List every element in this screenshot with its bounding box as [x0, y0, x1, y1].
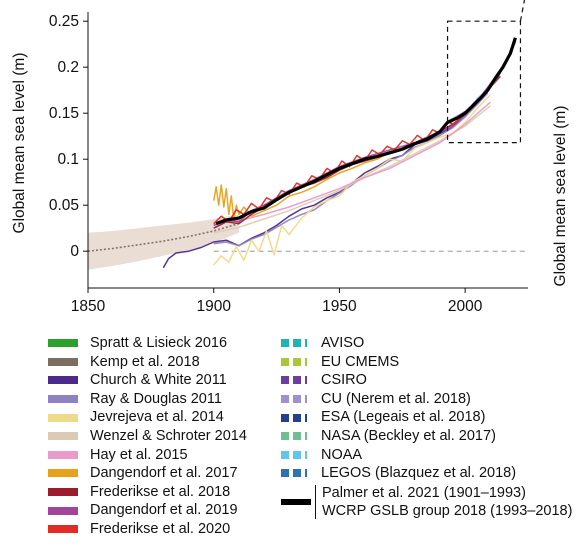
- legend-label: CSIRO: [321, 372, 367, 389]
- legend-item-eu-cmems: EU CMEMS: [281, 353, 572, 372]
- series-line-hay-et-al-2015: [213, 101, 491, 225]
- inset-box-layer: [446, 0, 526, 144]
- band-kemp-et-al-2018: [88, 214, 239, 270]
- legend-swatch: [48, 339, 78, 348]
- legend-label-wcrp: WCRP GSLB group 2018 (1993–2018): [322, 503, 573, 520]
- legend-item-frederikse-et-al-2018: Frederikse et al. 2018: [48, 483, 247, 502]
- legend-label: EU CMEMS: [321, 353, 400, 370]
- legend-item-church-white-2011: Church & White 2011: [48, 371, 247, 390]
- legend-item-dangendorf-et-al-2019: Dangendorf et al. 2019: [48, 501, 247, 520]
- series-line-eu-cmems: [447, 42, 517, 124]
- legend-label: Kemp et al. 2018: [90, 353, 200, 370]
- legend-item-dangendorf-et-al-2017: Dangendorf et al. 2017: [48, 464, 247, 483]
- legend-item-esa-legeais-et-al-2018: ESA (Legeais et al. 2018): [281, 408, 572, 427]
- series-line-frederikse-et-al-2020: [213, 53, 512, 225]
- legend-label: Hay et al. 2015: [90, 446, 188, 463]
- x-tick-label: 1850: [71, 298, 106, 315]
- legend-item-noaa: NOAA: [281, 446, 572, 465]
- legend-swatch: [48, 376, 78, 385]
- y-tick-label: 0.05: [49, 197, 79, 214]
- legend-swatch: [48, 357, 78, 366]
- legend-left-column: Spratt & Lisieck 2016 Kemp et al. 2018 Chu…: [48, 334, 247, 539]
- legend-item-jevrejeva-et-al-2014: Jevrejeva et al. 2014: [48, 408, 247, 427]
- y-tick-label: 0.15: [49, 105, 79, 122]
- legend-label: Jevrejeva et al. 2014: [90, 409, 224, 426]
- legend-swatch-black-line: [281, 499, 311, 506]
- legend-swatch: [281, 413, 307, 422]
- legend-label: Dangendorf et al. 2019: [90, 502, 238, 519]
- legend-combined-entry: Palmer et al. 2021 (1901–1993) WCRP GSLB…: [281, 484, 572, 521]
- legend-item-spratt-lisieck-2016: Spratt & Lisieck 2016: [48, 334, 247, 353]
- series-line-frederikse-et-al-2018: [213, 75, 501, 229]
- legend-item-legos-blazquez-et-al-2018: LEGOS (Blazquez et al. 2018): [281, 464, 572, 483]
- legend-item-frederikse-et-al-2020: Frederikse et al. 2020: [48, 520, 247, 539]
- y-axis-label: Global mean sea level (m): [11, 53, 28, 234]
- y-tick-label: 0.2: [57, 59, 79, 76]
- legend-label: LEGOS (Blazquez et al. 2018): [321, 465, 517, 482]
- legend-item-hay-et-al-2015: Hay et al. 2015: [48, 446, 247, 465]
- legend-swatch: [48, 432, 78, 441]
- legend-swatch: [281, 450, 307, 459]
- legend-label: AVISO: [321, 335, 365, 351]
- y-tick-label: 0.25: [49, 13, 79, 30]
- series-line-jevrejeva-et-al-2014: [213, 94, 491, 266]
- legend-label: Spratt & Lisieck 2016: [90, 335, 228, 351]
- legend-swatch: [48, 525, 78, 534]
- legend-label: Frederikse et al. 2020: [90, 520, 231, 537]
- legend-swatch: [281, 376, 307, 385]
- legend-item-nasa-beckley-et-al-2017: NASA (Beckley et al. 2017): [281, 427, 572, 446]
- legend-label: Wenzel & Schroter 2014: [90, 427, 247, 444]
- legend-item-ray-douglas-2011: Ray & Douglas 2011: [48, 390, 247, 409]
- y-tick-label: 0.1: [57, 151, 79, 168]
- legend-swatch: [281, 469, 307, 478]
- legend-swatch: [281, 357, 307, 366]
- series-line-kemp-et-al-2018: [87, 222, 240, 252]
- legend-swatch: [48, 469, 78, 478]
- sea-level-chart: 0 0.05 0.1 0.15 0.2 0.25 1850 1900 1950 2000 Glob…: [11, 0, 569, 315]
- legend-right-column: AVISO EU CMEMS CSIRO CU (Nerem et al. 2018)…: [281, 334, 572, 521]
- legend-swatch: [281, 432, 307, 441]
- legend-swatch: [48, 413, 78, 422]
- legend-label: NOAA: [321, 446, 363, 463]
- legend-label: NASA (Beckley et al. 2017): [321, 427, 496, 444]
- legend-swatch: [281, 339, 307, 348]
- series-line-wenzel-schroter-2014: [213, 105, 491, 234]
- legend-label: Frederikse et al. 2018: [90, 483, 231, 500]
- legend-swatch: [48, 395, 78, 404]
- y-tick-label: 0: [70, 243, 79, 260]
- series-line-ray-douglas-2011: [213, 92, 489, 247]
- inset-connector-line: [519, 0, 526, 22]
- legend-item-kemp-et-al-2018: Kemp et al. 2018: [48, 353, 247, 372]
- series-line-combined-black: [215, 37, 517, 226]
- legend-label: Church & White 2011: [90, 372, 227, 389]
- uncertainty-band-layer: [88, 214, 239, 270]
- legend-item-csiro: CSIRO: [281, 371, 572, 390]
- legend-item-wenzel-schroter-2014: Wenzel & Schroter 2014: [48, 427, 247, 446]
- x-tick-label: 1950: [322, 298, 357, 315]
- combined-series-layer: [215, 37, 517, 226]
- legend-item-aviso: AVISO: [281, 334, 572, 353]
- inset-dashed-box: [446, 20, 522, 144]
- legend-swatch: [48, 450, 78, 459]
- legend-label: CU (Nerem et al. 2018): [321, 390, 471, 407]
- legend-label: ESA (Legeais et al. 2018): [321, 409, 486, 426]
- series-line-dangendorf-et-al-2017: [212, 77, 499, 220]
- legend-swatch: [281, 395, 307, 404]
- legend-swatch: [48, 488, 78, 497]
- legend-bracket: [315, 485, 316, 520]
- x-tick-label: 1900: [196, 298, 231, 315]
- x-tick-label: 2000: [448, 298, 483, 315]
- legend-label-palmer: Palmer et al. 2021 (1901–1993): [322, 484, 526, 501]
- right-y-axis-label: Global mean sea level (m): [552, 106, 569, 287]
- legend-label: Ray & Douglas 2011: [90, 390, 222, 407]
- legend-label: Dangendorf et al. 2017: [90, 465, 238, 482]
- legend-swatch: [48, 506, 78, 515]
- series-line-dangendorf-et-al-2019: [213, 66, 504, 227]
- axes-layer: 0 0.05 0.1 0.15 0.2 0.25 1850 1900 1950 2000: [49, 12, 528, 315]
- legend-item-cu-nerem-et-al-2018: CU (Nerem et al. 2018): [281, 390, 572, 409]
